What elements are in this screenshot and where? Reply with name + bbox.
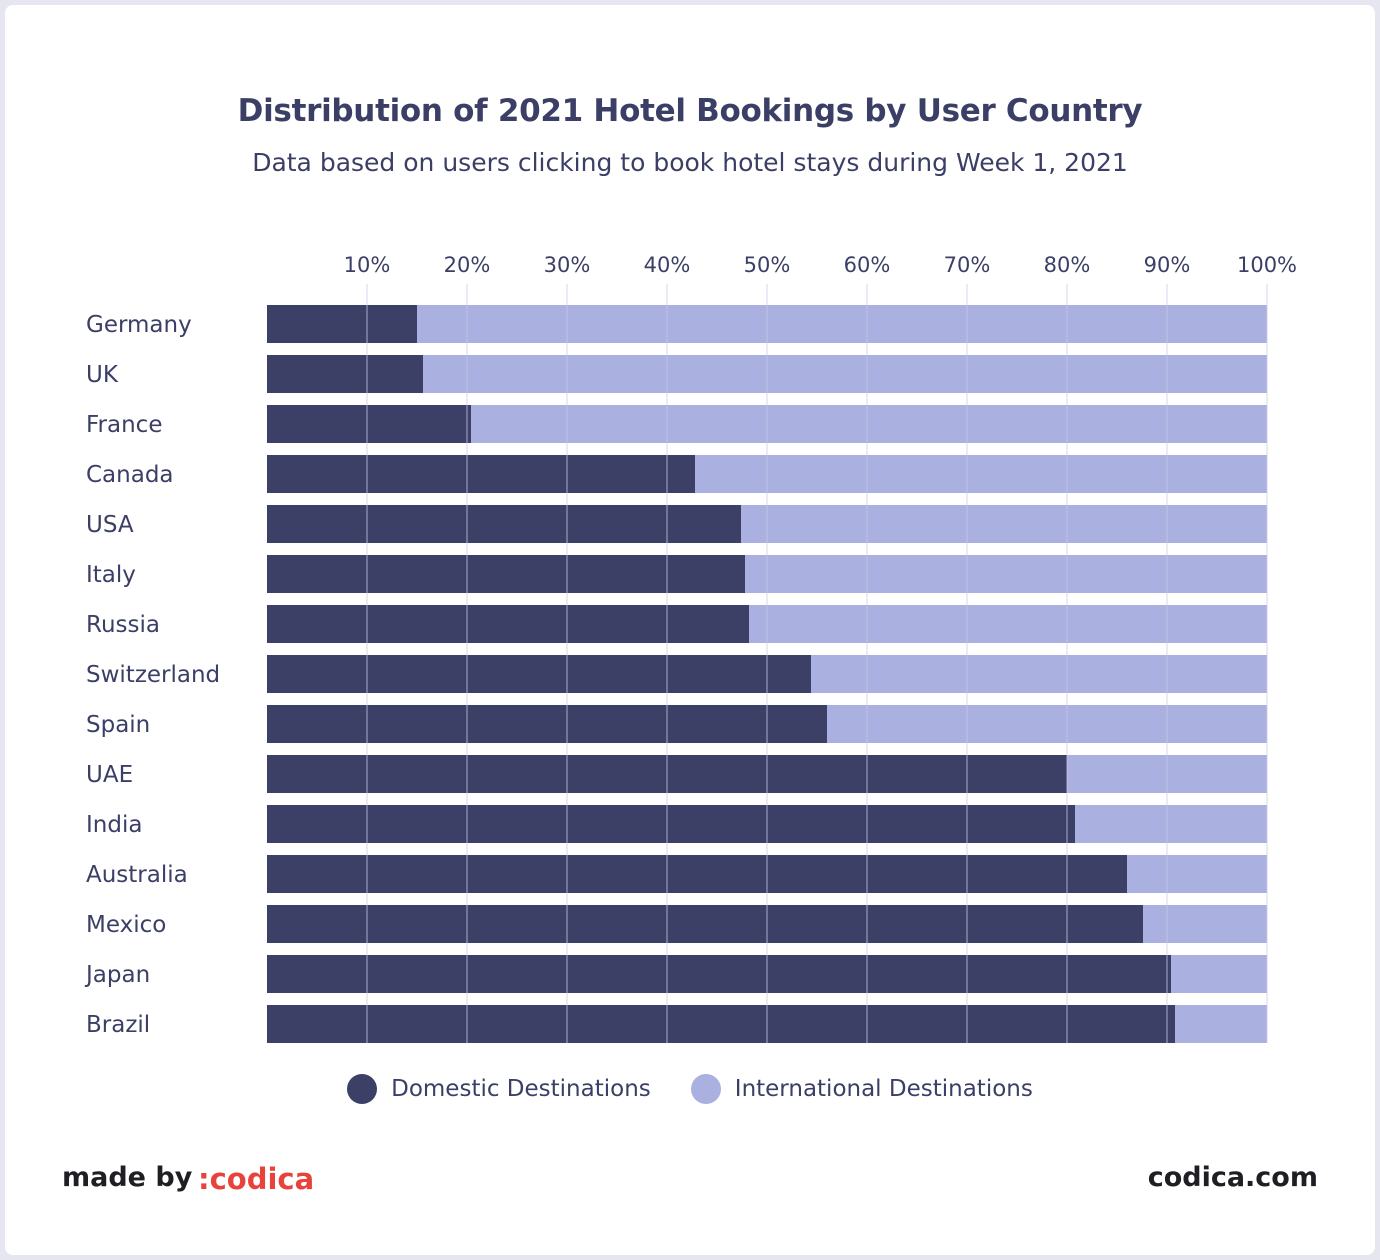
tick-label-30: 30%: [544, 253, 591, 277]
tick-label-10: 10%: [344, 253, 391, 277]
category-label-italy: Italy: [86, 562, 136, 588]
bar-domestic-spain: [267, 705, 827, 743]
bar-international-australia: [1127, 855, 1267, 893]
category-label-mexico: Mexico: [86, 912, 166, 938]
chart-subtitle: Data based on users clicking to book hot…: [252, 148, 1128, 177]
category-label-germany: Germany: [86, 312, 192, 338]
bar-international-uk: [423, 355, 1267, 393]
made-by-label: made by: [62, 1162, 193, 1193]
category-label-uae: UAE: [86, 762, 133, 788]
category-label-japan: Japan: [84, 962, 150, 988]
bar-international-mexico: [1143, 905, 1267, 943]
category-label-india: India: [86, 812, 142, 838]
bar-international-brazil: [1175, 1005, 1267, 1043]
chart-title: Distribution of 2021 Hotel Bookings by U…: [237, 93, 1143, 129]
bar-domestic-japan: [267, 955, 1171, 993]
bar-international-italy: [745, 555, 1267, 593]
tick-label-70: 70%: [944, 253, 991, 277]
legend-label-domestic: Domestic Destinations: [391, 1076, 651, 1102]
category-label-switzerland: Switzerland: [86, 662, 220, 688]
site-link[interactable]: codica.com: [1147, 1162, 1318, 1193]
bar-domestic-australia: [267, 855, 1127, 893]
category-label-spain: Spain: [86, 712, 150, 738]
bar-domestic-russia: [267, 605, 749, 643]
bar-international-usa: [741, 505, 1267, 543]
stacked-bar-chart: Germany UK France Canada USA Italy Russia Switz…: [84, 253, 1297, 1043]
bar-international-japan: [1171, 955, 1267, 993]
bar-international-switzerland: [811, 655, 1267, 693]
bar-domestic-uk: [267, 355, 423, 393]
bar-domestic-mexico: [267, 905, 1143, 943]
legend-label-international: International Destinations: [734, 1076, 1033, 1102]
category-label-russia: Russia: [86, 612, 160, 638]
bar-international-russia: [749, 605, 1267, 643]
legend-item-international: International Destinations: [690, 1074, 1033, 1104]
bar-international-spain: [827, 705, 1267, 743]
bar-international-france: [471, 405, 1267, 443]
bar-international-india: [1075, 805, 1267, 843]
bar-domestic-brazil: [267, 1005, 1175, 1043]
category-label-canada: Canada: [86, 462, 174, 488]
legend-item-domestic: Domestic Destinations: [347, 1074, 651, 1104]
codica-logo: :codica: [198, 1162, 315, 1196]
bar-domestic-france: [267, 405, 471, 443]
bar-domestic-italy: [267, 555, 745, 593]
category-label-france: France: [86, 412, 162, 438]
category-label-usa: USA: [86, 512, 134, 538]
tick-label-20: 20%: [444, 253, 491, 277]
bar-domestic-india: [267, 805, 1075, 843]
tick-label-60: 60%: [844, 253, 891, 277]
legend-swatch-domestic: [347, 1074, 378, 1104]
tick-label-50: 50%: [744, 253, 791, 277]
category-label-uk: UK: [86, 362, 119, 388]
chart-legend: Domestic Destinations International Dest…: [0, 1074, 1380, 1104]
bar-international-canada: [695, 455, 1267, 493]
bar-domestic-germany: [267, 305, 417, 343]
bar-domestic-usa: [267, 505, 741, 543]
bar-domestic-canada: [267, 455, 695, 493]
category-label-brazil: Brazil: [86, 1012, 150, 1038]
legend-swatch-international: [690, 1074, 721, 1104]
tick-label-80: 80%: [1044, 253, 1091, 277]
tick-label-90: 90%: [1144, 253, 1191, 277]
tick-label-100: 100%: [1237, 253, 1297, 277]
tick-label-40: 40%: [644, 253, 691, 277]
bar-domestic-switzerland: [267, 655, 811, 693]
category-label-australia: Australia: [86, 862, 188, 888]
bar-international-germany: [417, 305, 1267, 343]
